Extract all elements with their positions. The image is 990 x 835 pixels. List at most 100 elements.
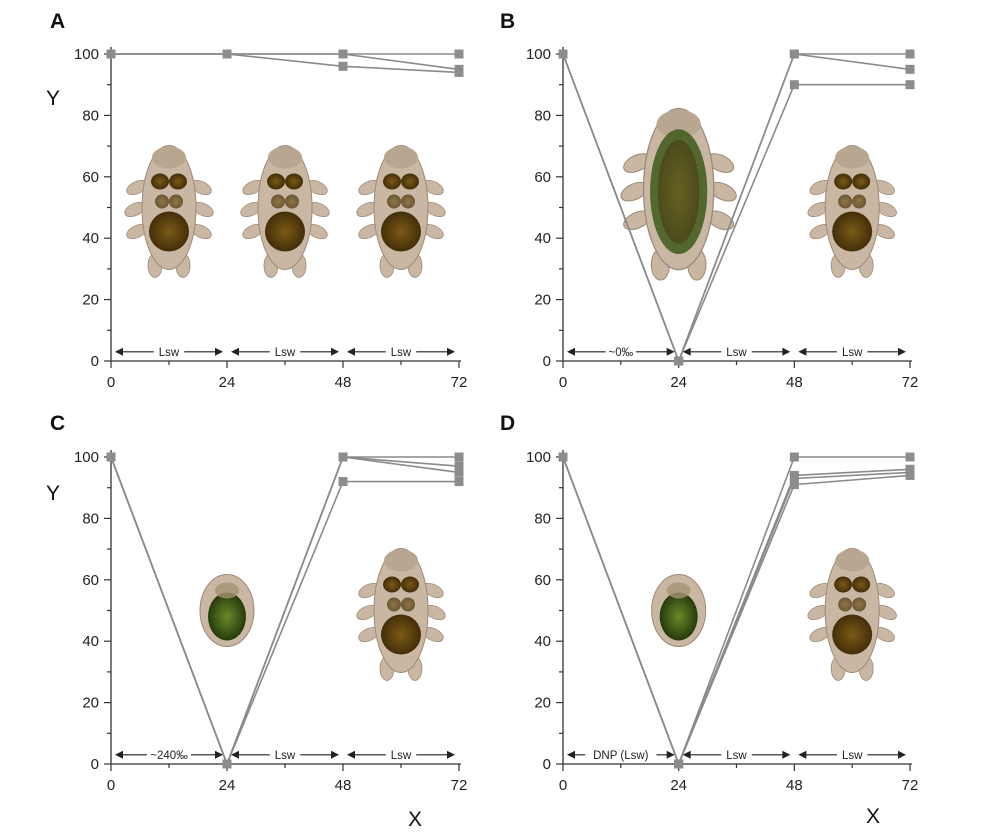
tardigrade-gut (834, 576, 853, 593)
tardigrade-gut (852, 597, 867, 612)
arrow-left-icon (567, 750, 575, 759)
x-tick-label: 0 (559, 374, 567, 391)
tardigrade-shape (356, 548, 446, 681)
tardigrade-gut (838, 597, 853, 612)
interval-label: DNP (Lsw) (593, 750, 649, 762)
tardigrade-gut (401, 576, 419, 593)
arrow-right-icon (447, 750, 455, 759)
x-tick-label: 0 (107, 374, 115, 391)
data-point-marker (454, 467, 464, 477)
arrow-right-icon (898, 347, 906, 356)
interval-annotation: Lsw (682, 746, 791, 763)
interval-label-bg (269, 746, 301, 763)
tardigrade-gut (149, 211, 189, 252)
y-tick-label: 80 (82, 510, 99, 527)
interval-label-bg (385, 746, 417, 763)
tun-gut (208, 592, 246, 641)
data-point-marker (905, 80, 915, 90)
panel-letter: C (50, 412, 65, 435)
x-tick-label: 24 (219, 777, 236, 794)
panels-group: A Y 0 20 40 60 80 100 0 24 48 72 Lsw Lsw Lsw B 0 20 40 60 80… (46, 10, 918, 794)
x-tick-label: 72 (451, 374, 468, 391)
tardigrade-shape (240, 145, 330, 278)
tardigrade-active-icon (240, 145, 330, 278)
y-tick-label: 100 (74, 46, 99, 63)
tardigrade-swollen-icon (620, 107, 737, 281)
interval-label: Lsw (391, 750, 412, 762)
interval-annotation: Lsw (798, 746, 906, 763)
interval-label: Lsw (726, 750, 747, 762)
data-point-marker (789, 473, 799, 483)
x-tick-label: 48 (786, 777, 803, 794)
tardigrade-head (835, 549, 870, 572)
tardigrade-gut (401, 173, 419, 190)
arrow-right-icon (782, 750, 791, 759)
x-tick-label: 72 (902, 777, 919, 794)
tardigrade-active-icon (807, 548, 897, 681)
y-tick-label: 60 (82, 572, 99, 589)
data-point-marker (222, 759, 232, 769)
tardigrade-head (384, 146, 418, 169)
interval-label: Lsw (391, 347, 412, 359)
y-tick-label: 0 (543, 353, 551, 370)
data-point-marker (338, 49, 348, 59)
chart-panel-c: C Y 0 20 40 60 80 100 0 24 48 72 ~240‰ Lsw Lsw (46, 412, 467, 794)
y-tick-label: 100 (526, 46, 551, 63)
tardigrade-gut (852, 173, 871, 190)
tardigrade-shape (620, 107, 737, 281)
tardigrade-shape (124, 145, 214, 278)
tardigrade-contracted-icon (199, 574, 255, 647)
data-point-marker (558, 49, 568, 59)
interval-annotation: Lsw (347, 343, 455, 360)
interval-label-bg (605, 343, 637, 360)
data-point-marker (454, 461, 464, 471)
data-point-marker (454, 49, 464, 59)
arrow-right-icon (447, 347, 455, 356)
interval-label-bg (836, 746, 868, 763)
tardigrade-gut (852, 194, 867, 209)
chart-panel-d: D 0 20 40 60 80 100 0 24 48 72 DNP (Lsw) Lsw Lsw (500, 412, 918, 794)
data-point-marker (106, 452, 116, 462)
data-point-marker (905, 470, 915, 480)
series-line (110, 456, 459, 767)
tardigrade-gut (401, 194, 415, 209)
y-tick-label: 0 (91, 353, 99, 370)
y-tick-label: 80 (534, 107, 551, 124)
y-tick-label: 100 (526, 449, 551, 466)
arrow-right-icon (666, 750, 675, 759)
tardigrade-active-icon (356, 145, 446, 278)
y-tick-label: 20 (534, 695, 551, 712)
tardigrade-gut (381, 614, 421, 655)
interval-annotation: Lsw (682, 343, 791, 360)
data-point-marker (338, 477, 348, 487)
interval-label: Lsw (842, 347, 863, 359)
arrow-left-icon (567, 347, 575, 356)
tardigrade-gut (169, 173, 187, 190)
arrow-right-icon (331, 750, 339, 759)
x-tick-label: 72 (902, 374, 919, 391)
arrow-left-icon (682, 347, 691, 356)
data-point-marker (454, 477, 464, 487)
tardigrade-gut (155, 194, 169, 209)
data-point-marker (106, 49, 116, 59)
arrow-right-icon (215, 347, 223, 356)
tardigrade-active-icon (124, 145, 214, 278)
tardigrade-head (835, 146, 870, 169)
x-tick-label: 24 (670, 374, 687, 391)
tardigrade-shape (807, 548, 897, 681)
x-tick-label: 24 (670, 777, 687, 794)
data-point-marker (338, 61, 348, 71)
series-line (111, 53, 460, 74)
tardigrade-gut (838, 194, 853, 209)
arrow-left-icon (798, 750, 807, 759)
data-point-marker (905, 49, 915, 59)
y-tick-label: 60 (534, 169, 551, 186)
tardigrade-gut (852, 576, 871, 593)
tardigrade-gut (832, 211, 873, 252)
interval-label: Lsw (275, 750, 296, 762)
interval-annotation: ~240‰ (115, 746, 223, 763)
arrow-right-icon (898, 750, 906, 759)
chart-panel-b: B 0 20 40 60 80 100 0 24 48 72 ~0‰ Lsw Lsw (500, 10, 918, 391)
interval-label-bg (836, 343, 868, 360)
